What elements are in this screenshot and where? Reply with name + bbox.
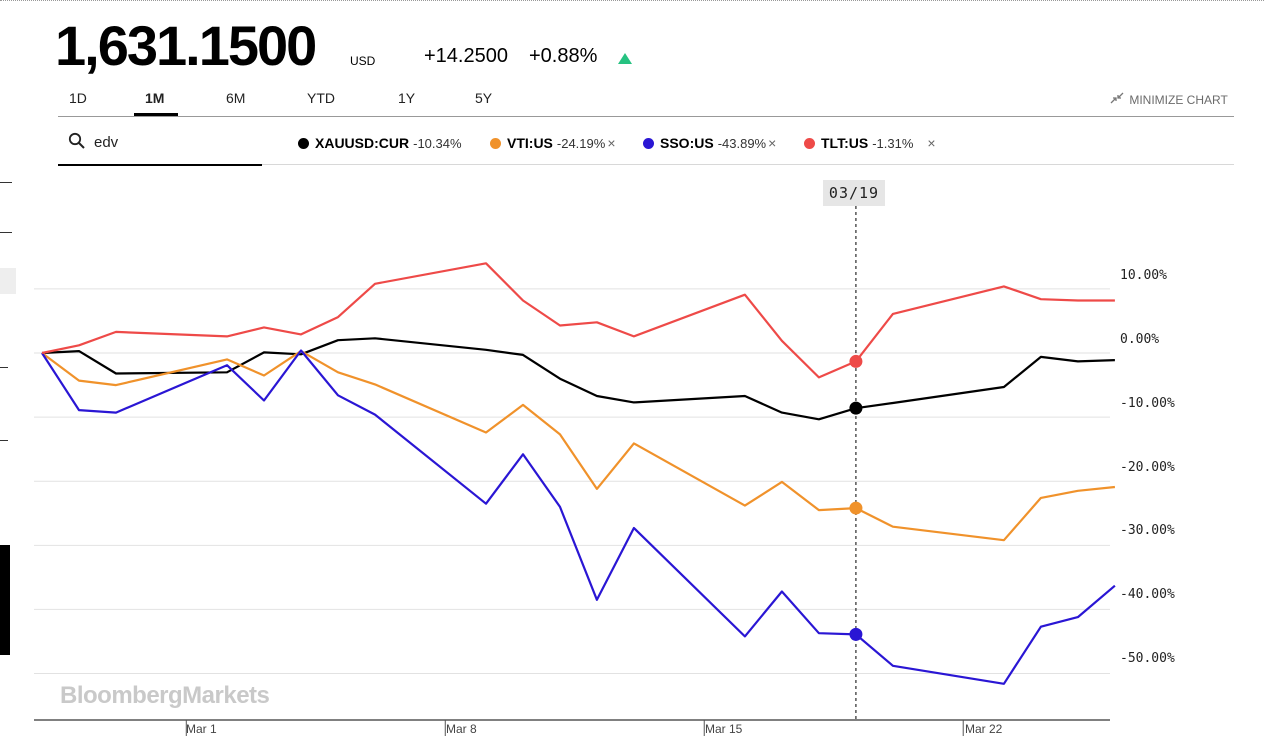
legend-xauusd: XAUUSD:CUR -10.34% [298, 135, 462, 151]
currency-label: USD [350, 54, 376, 68]
x-tick-label: Mar 15 [705, 722, 743, 736]
legend-dot [643, 138, 654, 149]
tab-5y[interactable]: 5Y [475, 90, 493, 106]
search-input[interactable] [94, 130, 254, 154]
edge-mark [0, 182, 12, 183]
price-value: 1,631.1500 [55, 14, 317, 77]
legend-vti: VTI:US -24.19% × [490, 135, 616, 151]
series-line-sso [41, 349, 1116, 685]
crosshair-marker-xauusd [849, 401, 863, 415]
edge-scrollbar[interactable] [0, 545, 10, 655]
y-tick-label: -10.00% [1120, 396, 1175, 411]
remove-tlt-close-icon[interactable]: × [927, 135, 936, 151]
series-line-xauusd [41, 337, 1115, 421]
minimize-chart-button[interactable]: MINIMIZE CHART [1110, 92, 1228, 107]
series-line-vti [41, 350, 1116, 542]
top-dotted-border [0, 0, 1264, 1]
legend-dot [804, 138, 815, 149]
y-tick-label: -20.00% [1120, 460, 1175, 475]
legend-sso: SSO:US -43.89% × [643, 135, 776, 151]
y-tick-label: 0.00% [1120, 332, 1160, 347]
search-icon [68, 132, 85, 149]
up-arrow-icon [618, 53, 632, 64]
y-tick-label: -30.00% [1120, 523, 1175, 538]
price-change-percent: +0.88% [529, 45, 598, 67]
legend-divider [262, 164, 1234, 165]
edge-mark [0, 367, 8, 368]
minimize-icon [1110, 92, 1126, 107]
minimize-chart-label: MINIMIZE CHART [1129, 93, 1228, 107]
price-change: +14.2500 [424, 45, 508, 67]
crosshair-marker-vti [849, 501, 863, 515]
legend-symbol: VTI:US [507, 135, 553, 151]
series-line-tlt [41, 262, 1115, 379]
edge-panel [0, 268, 16, 294]
y-tick-label: -40.00% [1120, 587, 1175, 602]
legend-symbol: SSO:US [660, 135, 714, 151]
compare-search [58, 124, 262, 166]
legend-symbol: XAUUSD:CUR [315, 135, 410, 151]
crosshair-marker-sso [849, 627, 863, 641]
y-tick-label: 10.00% [1120, 268, 1167, 283]
active-tab-indicator [134, 113, 178, 116]
tab-6m[interactable]: 6M [226, 90, 246, 106]
legend-percent: -10.34% [413, 136, 462, 151]
tab-1m[interactable]: 1M [145, 90, 165, 106]
legend-percent: -1.31% [872, 136, 914, 151]
x-tick-label: Mar 1 [186, 722, 217, 736]
edge-mark [0, 440, 8, 441]
y-tick-label: -50.00% [1120, 651, 1175, 666]
legend-symbol: TLT:US [821, 135, 869, 151]
remove-vti-close-icon[interactable]: × [607, 135, 616, 151]
legend-dot [298, 138, 309, 149]
tab-ytd[interactable]: YTD [307, 90, 335, 106]
legend-tlt: TLT:US -1.31% × [804, 135, 936, 151]
crosshair-marker-tlt [849, 354, 863, 368]
legend-percent: -43.89% [717, 136, 767, 151]
legend-dot [490, 138, 501, 149]
x-tick-label: Mar 8 [446, 722, 477, 736]
crosshair-date-label: 03/19 [823, 180, 885, 206]
tab-1y[interactable]: 1Y [398, 90, 416, 106]
remove-sso-close-icon[interactable]: × [768, 135, 777, 151]
legend-percent: -24.19% [556, 136, 606, 151]
x-tick-label: Mar 22 [965, 722, 1003, 736]
bloomberg-watermark: BloombergMarkets [60, 682, 270, 709]
edge-mark [0, 232, 12, 233]
tab-1d[interactable]: 1D [69, 90, 87, 106]
toolbar-divider [58, 116, 1234, 117]
